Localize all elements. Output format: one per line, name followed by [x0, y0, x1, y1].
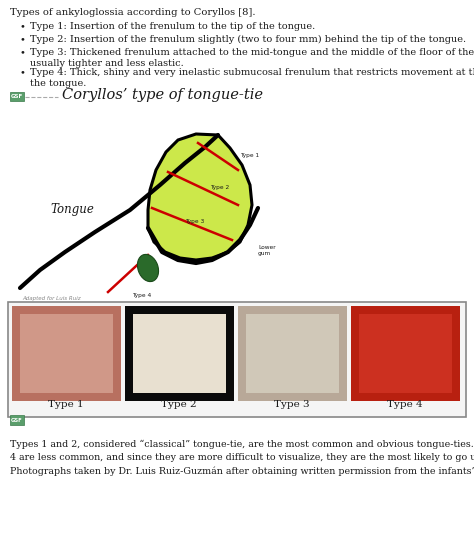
Text: Type 3: Type 3: [274, 400, 310, 409]
Text: Type 2: Insertion of the frenulum slightly (two to four mm) behind the tip of th: Type 2: Insertion of the frenulum slight…: [30, 35, 466, 44]
Text: Types 1 and 2, considered “classical” tongue-tie, are the most common and obviou: Types 1 and 2, considered “classical” to…: [10, 440, 474, 476]
FancyBboxPatch shape: [10, 415, 24, 425]
Ellipse shape: [137, 254, 158, 282]
Text: Type 4: Thick, shiny and very inelastic submucosal frenulum that restricts movem: Type 4: Thick, shiny and very inelastic …: [30, 68, 474, 88]
FancyBboxPatch shape: [238, 306, 347, 401]
FancyBboxPatch shape: [359, 314, 452, 393]
Text: Coryllos’ type of tongue-tie: Coryllos’ type of tongue-tie: [62, 88, 263, 102]
Text: Type 1: Type 1: [48, 400, 84, 409]
Text: •: •: [20, 35, 26, 44]
Text: Tongue: Tongue: [50, 203, 94, 216]
Text: Type 2: Type 2: [161, 400, 197, 409]
FancyBboxPatch shape: [246, 314, 339, 393]
FancyBboxPatch shape: [133, 314, 226, 393]
Polygon shape: [148, 134, 252, 260]
FancyBboxPatch shape: [351, 306, 460, 401]
FancyBboxPatch shape: [20, 314, 113, 393]
FancyBboxPatch shape: [125, 306, 234, 401]
Text: Type 2: Type 2: [210, 186, 229, 190]
FancyBboxPatch shape: [8, 302, 466, 417]
Text: Type 4: Type 4: [387, 400, 423, 409]
FancyBboxPatch shape: [12, 306, 121, 401]
Text: •: •: [20, 22, 26, 31]
Text: Type 4: Type 4: [132, 294, 151, 299]
Text: GSF: GSF: [11, 418, 23, 423]
Text: Type 3: Thickened frenulum attached to the mid-tongue and the middle of the floo: Type 3: Thickened frenulum attached to t…: [30, 48, 474, 69]
Text: Type 1: Insertion of the frenulum to the tip of the tongue.: Type 1: Insertion of the frenulum to the…: [30, 22, 315, 31]
Text: Types of ankyloglossia according to Coryllos [8].: Types of ankyloglossia according to Cory…: [10, 8, 255, 17]
Text: Type 3: Type 3: [185, 220, 204, 225]
Text: •: •: [20, 68, 26, 77]
Text: •: •: [20, 48, 26, 57]
Text: GSF: GSF: [11, 94, 23, 99]
Text: Lower
gum: Lower gum: [258, 245, 275, 256]
Text: Type 1: Type 1: [240, 153, 259, 157]
FancyBboxPatch shape: [10, 92, 24, 101]
Text: Adapted for Luis Ruiz: Adapted for Luis Ruiz: [22, 296, 81, 301]
